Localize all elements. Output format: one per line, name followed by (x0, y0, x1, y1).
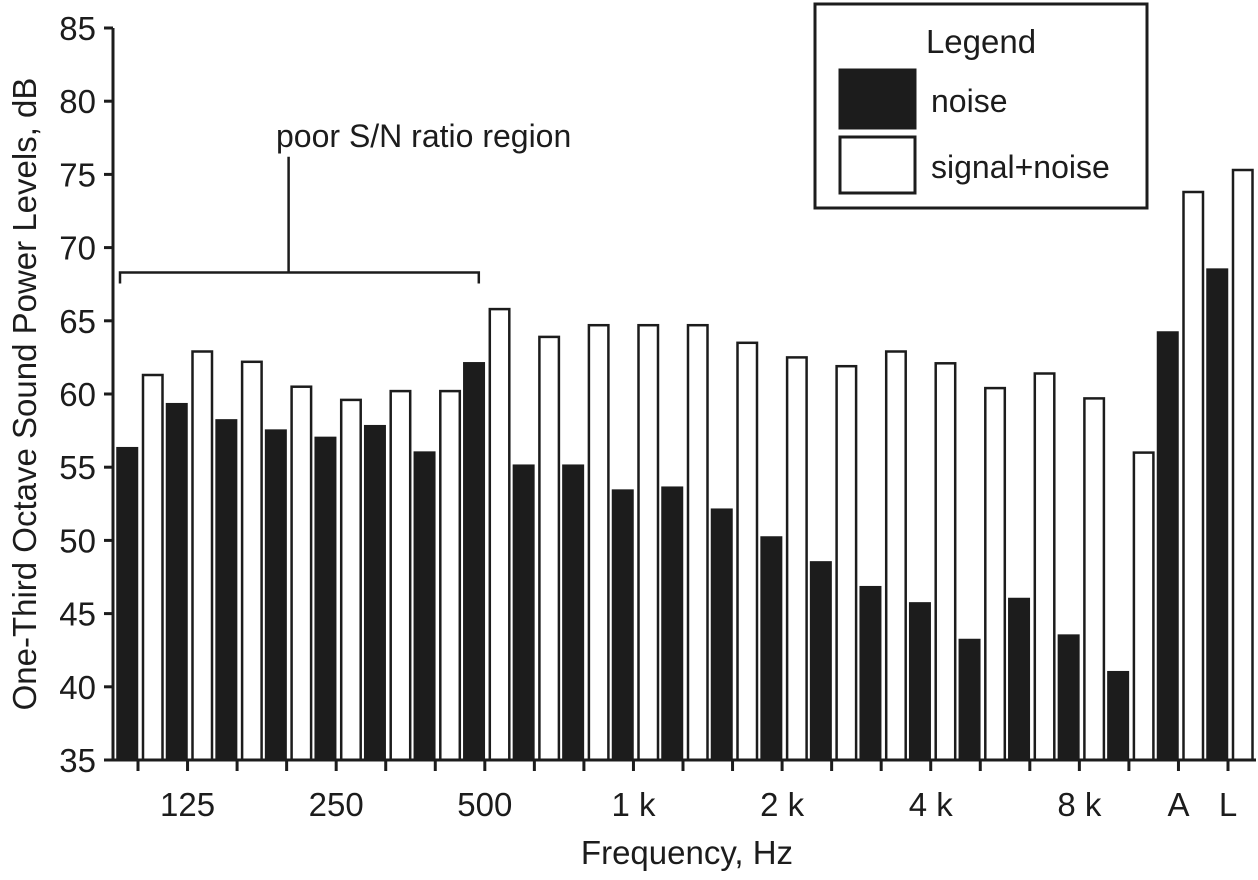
bar-signal-noise-5k (984, 386, 1007, 762)
legend-label-signal-noise: signal+noise (931, 149, 1110, 185)
bar-signal-noise-3.15k (884, 350, 907, 762)
bar-signal-noise-800 (587, 323, 610, 762)
x-tick-label-4k: 4 k (909, 786, 954, 823)
bar-signal-noise-2.5k (835, 364, 858, 762)
bar-signal-noise-2k (785, 356, 808, 762)
y-tick-label: 85 (59, 10, 96, 47)
bar-noise-315 (363, 424, 386, 762)
annotation-bracket (118, 156, 481, 284)
bar-noise-5k (958, 638, 981, 762)
bar-noise-4k (908, 602, 931, 762)
bar-signal-noise-100 (141, 373, 164, 762)
x-tick-label-L: L (1219, 786, 1237, 823)
y-axis-title: One-Third Octave Sound Power Levels, dB (6, 78, 43, 711)
bar-noise-500 (463, 362, 486, 762)
x-tick-label-250: 250 (309, 786, 364, 823)
bar-noise-L (1206, 268, 1229, 762)
x-tick-label-2k: 2 k (760, 786, 805, 823)
bar-noise-10k (1107, 670, 1130, 762)
x-tick-label-A: A (1167, 786, 1189, 823)
bar-signal-noise-200 (290, 385, 313, 762)
bar-signal-noise-4k (934, 362, 957, 762)
bar-noise-2k (760, 536, 783, 762)
bar-signal-noise-1k (637, 323, 660, 762)
bar-signal-noise-8k (1083, 397, 1106, 762)
bar-signal-noise-10k (1132, 451, 1155, 762)
bar-signal-noise-6.3k (1033, 372, 1056, 762)
y-tick-label: 65 (59, 303, 96, 340)
bar-noise-250 (314, 436, 337, 762)
bar-noise-630 (512, 464, 535, 762)
y-tick-label: 45 (59, 596, 96, 633)
bar-noise-1.25k (661, 486, 684, 762)
axes-layer: 35 40 45 50 55 60 65 70 75 80 85 125 250 500 1 k 2 k 4 k… (59, 10, 1256, 823)
bar-signal-noise-500 (488, 307, 511, 762)
legend-swatch-noise (838, 68, 917, 130)
bar-noise-1.6k (710, 508, 733, 762)
bar-signal-noise-160 (240, 360, 263, 762)
bar-signal-noise-1.6k (736, 341, 759, 762)
bar-signal-noise-315 (389, 389, 412, 762)
bar-signal-noise-630 (538, 335, 561, 762)
x-axis-title: Frequency, Hz (581, 834, 793, 871)
y-tick-label: 70 (59, 230, 96, 267)
y-tick-label: 60 (59, 376, 96, 413)
legend-label-noise: noise (931, 83, 1008, 119)
legend-swatch-signal-noise (838, 135, 917, 195)
bar-noise-100 (116, 446, 139, 762)
y-tick-label: 50 (59, 522, 96, 559)
bar-noise-160 (215, 419, 238, 762)
x-tick-label-125: 125 (160, 786, 215, 823)
annotation-text: poor S/N ratio region (276, 118, 571, 154)
bar-signal-noise-250 (339, 398, 362, 762)
bar-noise-3.15k (859, 585, 882, 762)
y-tick-label: 75 (59, 156, 96, 193)
y-tick-label: 80 (59, 83, 96, 120)
bar-noise-2.5k (809, 561, 832, 762)
bar-signal-noise-125 (191, 350, 214, 762)
x-tick-label-1k: 1 k (611, 786, 656, 823)
bar-signal-noise-L (1231, 168, 1254, 762)
x-tick-label-8k: 8 k (1057, 786, 1102, 823)
x-tick-label-500: 500 (457, 786, 512, 823)
bar-noise-125 (165, 402, 188, 762)
bar-noise-6.3k (1008, 597, 1031, 762)
bar-noise-A (1156, 331, 1179, 762)
bar-noise-400 (413, 451, 436, 762)
bar-signal-noise-1.25k (686, 323, 709, 762)
bar-noise-1k (611, 489, 634, 762)
bar-signal-noise-400 (439, 389, 462, 762)
bar-noise-800 (562, 464, 585, 762)
poor-sn-region-bracket (118, 156, 481, 284)
legend-title: Legend (926, 23, 1036, 60)
bar-signal-noise-A (1182, 190, 1205, 762)
bar-noise-200 (264, 429, 287, 762)
y-tick-label: 35 (59, 742, 96, 779)
bar-noise-8k (1057, 634, 1080, 762)
y-tick-label: 40 (59, 669, 96, 706)
legend: Legend noise signal+noise (813, 2, 1149, 210)
y-tick-label: 55 (59, 449, 96, 486)
